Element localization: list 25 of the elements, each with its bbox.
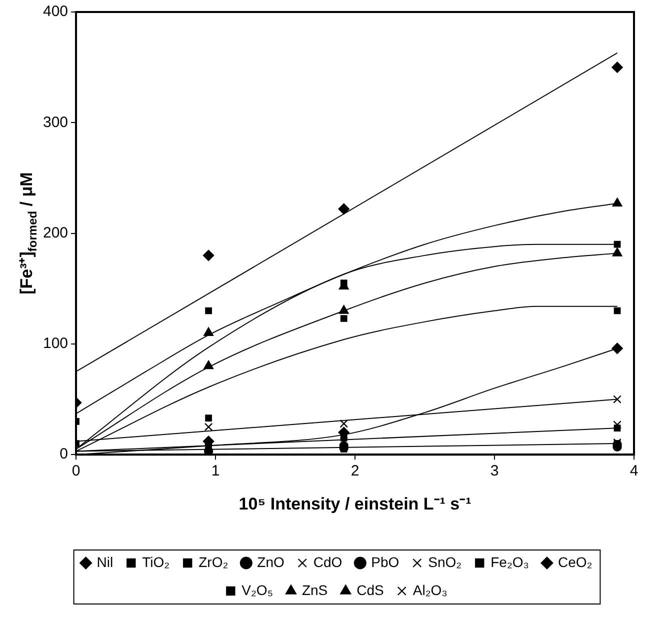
x-tick-label: 1 [211, 462, 220, 480]
legend-label: Fe₂O₃ [490, 554, 529, 570]
y-tick-label: 400 [42, 3, 68, 20]
y-tick-label: 100 [42, 335, 68, 352]
legend-label: SnO₂ [428, 554, 462, 570]
legend-label: CdS [356, 582, 384, 598]
legend-label: ZnO [257, 554, 284, 570]
legend-label: ZrO₂ [198, 554, 228, 570]
legend-label: Nil [96, 554, 114, 570]
legend-label: CdO [313, 554, 342, 570]
y-tick-label: 0 [60, 446, 68, 463]
legend-label: TiO₂ [142, 554, 170, 570]
y-tick-label: 300 [42, 114, 68, 131]
x-tick-label: 0 [72, 462, 80, 480]
x-tick-label: 2 [350, 462, 360, 480]
x-axis-title: 10⁵ Intensity / einstein L⁻¹ s⁻¹ [238, 494, 472, 514]
x-tick-label: 4 [630, 462, 638, 480]
y-tick-label: 200 [42, 224, 68, 242]
legend-label: PbO [371, 554, 400, 570]
x-tick-label: 3 [490, 462, 499, 480]
legend-label: Al₂O₃ [412, 582, 448, 598]
legend-label: V₂O₅ [242, 582, 273, 598]
y-axis-title: [Fe³⁺]formed / μM [17, 172, 40, 294]
legend-label: ZnS [302, 582, 328, 598]
legend-label: CeO₂ [558, 554, 592, 570]
